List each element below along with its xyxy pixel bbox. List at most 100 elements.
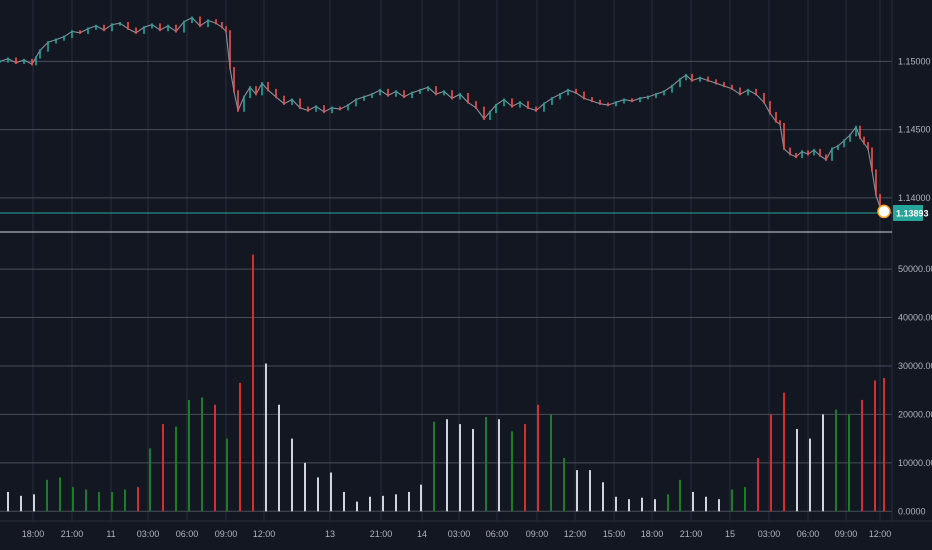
price-candle-105 xyxy=(783,122,785,150)
price-candle-38 xyxy=(267,82,269,92)
price-candle-13 xyxy=(95,24,97,30)
volume-bar-53 xyxy=(692,491,694,512)
volume-tick-label-1: 40000.0000 xyxy=(898,313,932,323)
price-candle-33 xyxy=(237,90,239,112)
volume-bar-25 xyxy=(330,472,332,512)
volume-bar-52 xyxy=(679,479,681,512)
volume-bar-21 xyxy=(278,404,280,512)
price-candle-22 xyxy=(167,24,169,32)
price-candle-82 xyxy=(615,101,617,107)
price-candle-46 xyxy=(331,106,333,114)
volume-bars xyxy=(7,254,885,512)
price-candle-102 xyxy=(769,101,771,115)
price-candle-45 xyxy=(323,105,325,114)
price-candle-83 xyxy=(623,98,625,104)
volume-bar-19 xyxy=(252,254,254,512)
price-candle-27 xyxy=(207,19,209,28)
volume-bar-8 xyxy=(111,491,113,512)
volume-bar-42 xyxy=(550,414,552,512)
volume-bar-10 xyxy=(137,487,139,512)
price-candle-81 xyxy=(607,102,609,107)
price-candle-49 xyxy=(355,98,357,107)
price-candle-95 xyxy=(715,79,717,85)
time-label-6: 12:00 xyxy=(253,529,276,539)
time-label-20: 09:00 xyxy=(835,529,858,539)
price-candle-40 xyxy=(283,95,285,105)
price-candle-69 xyxy=(511,98,513,108)
price-candle-58 xyxy=(427,86,429,92)
price-candle-74 xyxy=(551,97,553,105)
price-candle-91 xyxy=(685,73,687,81)
time-label-19: 06:00 xyxy=(797,529,820,539)
price-candle-87 xyxy=(655,92,657,99)
price-candle-117 xyxy=(855,125,857,137)
price-candle-30 xyxy=(225,26,227,33)
price-candle-66 xyxy=(489,110,491,120)
volume-bar-39 xyxy=(511,431,513,512)
last-price-marker: 1.13893 xyxy=(0,204,929,221)
price-candle-57 xyxy=(419,88,421,94)
price-candle-2 xyxy=(15,57,17,64)
volume-bar-60 xyxy=(783,392,785,512)
price-candle-109 xyxy=(807,150,809,156)
price-candle-53 xyxy=(387,88,389,97)
volume-bar-6 xyxy=(85,489,87,512)
volume-bar-43 xyxy=(563,458,565,512)
price-series xyxy=(0,16,881,209)
volume-bar-16 xyxy=(214,404,216,512)
time-label-13: 12:00 xyxy=(564,529,587,539)
price-candle-4 xyxy=(31,58,33,66)
price-candle-100 xyxy=(755,88,757,96)
volume-bar-24 xyxy=(317,477,319,512)
volume-bar-62 xyxy=(809,438,811,512)
volume-bar-54 xyxy=(705,496,707,512)
volume-bar-47 xyxy=(615,496,617,512)
volume-bar-31 xyxy=(408,491,410,512)
price-candle-32 xyxy=(233,67,235,93)
price-candle-36 xyxy=(255,86,257,96)
volume-bar-64 xyxy=(835,409,837,512)
price-candle-123 xyxy=(879,193,881,209)
price-candle-98 xyxy=(739,87,741,96)
volume-tick-label-0: 50000.0000 xyxy=(898,264,932,274)
price-candle-50 xyxy=(363,95,365,101)
volume-bar-59 xyxy=(770,414,772,512)
time-label-1: 21:00 xyxy=(61,529,84,539)
price-candle-101 xyxy=(763,92,765,104)
price-candle-108 xyxy=(801,150,803,159)
time-label-18: 03:00 xyxy=(758,529,781,539)
volume-bar-57 xyxy=(744,487,746,512)
time-label-3: 03:00 xyxy=(137,529,160,539)
volume-bar-63 xyxy=(822,414,824,512)
price-candle-29 xyxy=(221,22,223,29)
price-candle-37 xyxy=(261,82,263,96)
volume-bar-2 xyxy=(33,494,35,512)
price-candle-73 xyxy=(543,102,545,112)
price-candle-43 xyxy=(307,106,309,112)
time-label-5: 09:00 xyxy=(215,529,238,539)
price-candle-86 xyxy=(647,95,649,100)
price-candle-10 xyxy=(71,30,73,39)
price-candle-107 xyxy=(795,153,797,159)
volume-bar-37 xyxy=(485,416,487,512)
price-candle-0 xyxy=(0,60,1,63)
price-candle-85 xyxy=(639,97,641,103)
volume-bar-4 xyxy=(59,477,61,512)
price-candle-41 xyxy=(291,98,293,105)
price-candle-39 xyxy=(275,88,277,99)
price-candle-62 xyxy=(459,92,461,100)
volume-bar-35 xyxy=(459,424,461,512)
price-candle-56 xyxy=(411,91,413,99)
time-label-9: 14 xyxy=(417,529,427,539)
price-candle-47 xyxy=(339,106,341,111)
price-candle-23 xyxy=(175,24,177,33)
price-candle-90 xyxy=(679,77,681,88)
price-candle-77 xyxy=(575,88,577,94)
price-candle-8 xyxy=(55,38,57,44)
price-candle-35 xyxy=(249,86,251,99)
last-price-tag xyxy=(893,204,923,221)
price-candle-99 xyxy=(747,88,749,96)
volume-bar-33 xyxy=(433,421,435,512)
price-candle-54 xyxy=(395,90,397,97)
